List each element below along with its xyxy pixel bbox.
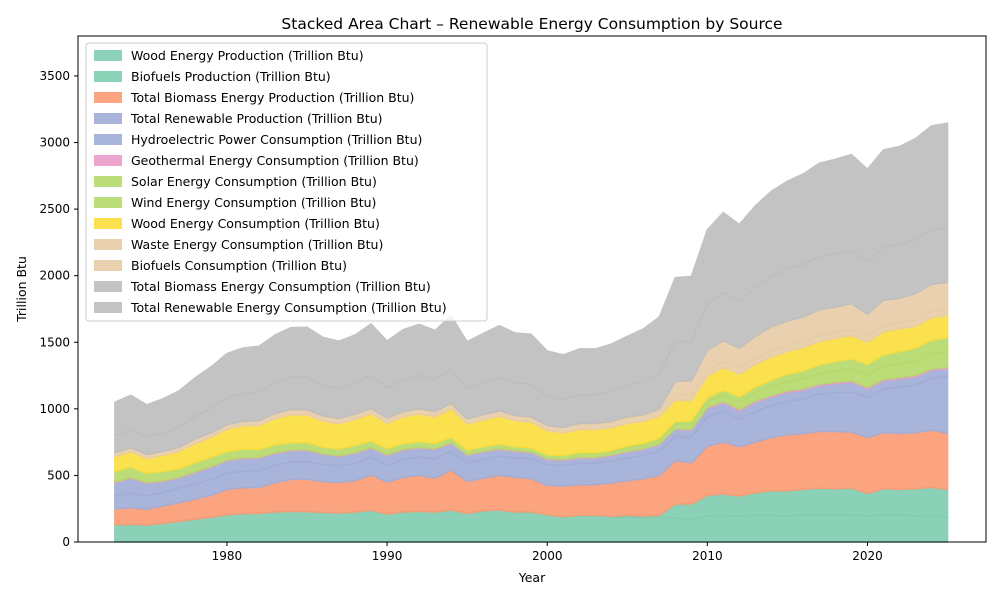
x-axis: 1980 1990 2000 2010 2020 (212, 542, 883, 563)
legend-swatch (94, 197, 122, 208)
legend-entry-label: Biofuels Production (Trillion Btu) (131, 69, 331, 84)
legend-entry-label: Wood Energy Production (Trillion Btu) (131, 48, 364, 63)
y-axis: 0 500 1000 1500 2000 2500 3000 3500 (39, 69, 78, 549)
x-tick-label: 2020 (852, 549, 883, 563)
legend-entry-label: Total Renewable Energy Consumption (Tril… (130, 300, 447, 315)
y-axis-label: Trillion Btu (14, 256, 29, 323)
area-layers (114, 122, 949, 543)
legend-entry-label: Total Biomass Energy Consumption (Trilli… (130, 279, 431, 294)
x-tick-label: 1980 (212, 549, 243, 563)
legend-swatch (94, 218, 122, 229)
legend-entry-label: Total Biomass Energy Production (Trillio… (130, 90, 414, 105)
legend-swatch (94, 176, 122, 187)
legend-swatch (94, 92, 122, 103)
legend: Wood Energy Production (Trillion Btu) Bio… (85, 42, 488, 322)
y-tick-label: 2500 (39, 202, 70, 216)
legend-entry-label: Biofuels Consumption (Trillion Btu) (131, 258, 347, 273)
x-tick-label: 1990 (372, 549, 403, 563)
area-series-13 (114, 122, 949, 439)
legend-swatch (94, 113, 122, 124)
y-tick-label: 500 (47, 468, 70, 482)
legend-entry-label: Wind Energy Consumption (Trillion Btu) (131, 195, 376, 210)
y-tick-label: 2000 (39, 269, 70, 283)
y-tick-label: 0 (62, 535, 70, 549)
y-tick-label: 1500 (39, 335, 70, 349)
legend-entry-label: Total Renewable Production (Trillion Btu… (130, 111, 383, 126)
legend-entry-label: Hydroelectric Power Consumption (Trillio… (131, 132, 422, 147)
y-tick-label: 1000 (39, 402, 70, 416)
legend-entry-label: Geothermal Energy Consumption (Trillion … (131, 153, 419, 168)
legend-swatch (94, 239, 122, 250)
x-tick-label: 2010 (692, 549, 723, 563)
legend-entry-label: Solar Energy Consumption (Trillion Btu) (131, 174, 377, 189)
legend-swatch (94, 50, 122, 61)
legend-swatch (94, 155, 122, 166)
legend-entry-label: Waste Energy Consumption (Trillion Btu) (131, 237, 383, 252)
y-tick-label: 3500 (39, 69, 70, 83)
plot-frame (77, 35, 987, 543)
x-tick-label: 2000 (532, 549, 563, 563)
x-axis-label: Year (518, 570, 546, 585)
legend-swatch (94, 134, 122, 145)
legend-swatch (94, 281, 122, 292)
chart-title: Stacked Area Chart – Renewable Energy Co… (281, 15, 782, 33)
legend-frame (85, 42, 488, 322)
legend-swatch (94, 71, 122, 82)
y-tick-label: 3000 (39, 136, 70, 150)
legend-swatch (94, 302, 122, 313)
legend-swatch (94, 260, 122, 271)
legend-entry-label: Wood Energy Consumption (Trillion Btu) (131, 216, 380, 231)
